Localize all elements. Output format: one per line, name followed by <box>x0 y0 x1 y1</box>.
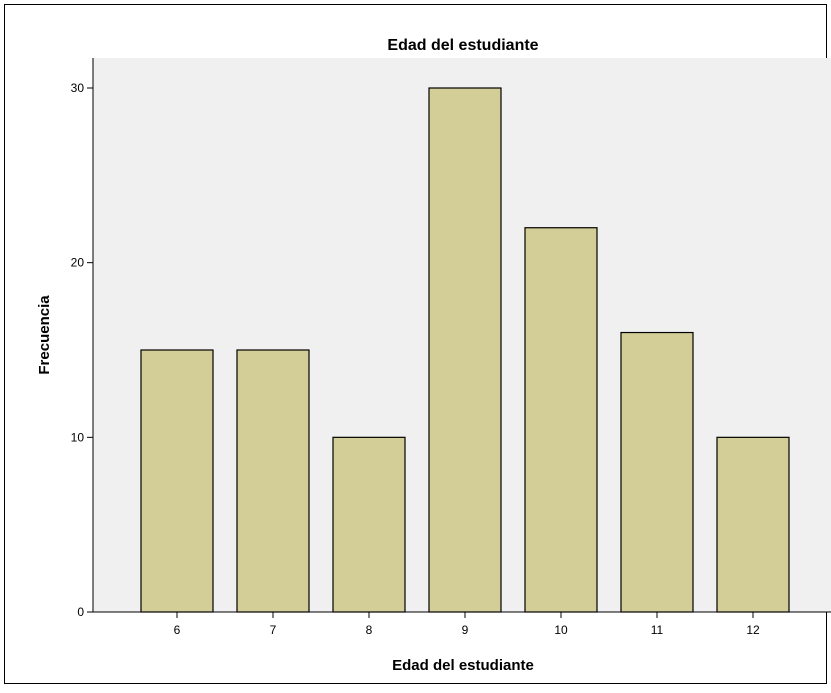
y-tick-label: 0 <box>77 605 84 619</box>
y-axis-label: Frecuencia <box>36 295 53 375</box>
y-tick-label: 10 <box>71 430 85 444</box>
x-axis-label: Edad del estudiante <box>392 657 534 674</box>
bar-8 <box>332 436 406 613</box>
chart-title: Edad del estudiante <box>387 37 538 54</box>
x-ticks-group: 6 7 8 9 10 11 12 <box>174 612 760 637</box>
x-tick-label: 9 <box>462 623 469 637</box>
y-tick-label: 20 <box>71 256 85 270</box>
bars-group <box>140 87 790 613</box>
bar-7 <box>236 349 310 613</box>
bar-6 <box>140 349 214 613</box>
x-tick-label: 12 <box>746 623 760 637</box>
bar-chart: 0 10 20 30 6 7 8 9 10 11 12 Edad del estudiante E… <box>36 37 831 674</box>
x-tick-label: 8 <box>366 623 373 637</box>
y-ticks-group: 0 10 20 30 <box>71 81 93 619</box>
chart-figure: 0 10 20 30 6 7 8 9 10 11 12 Edad del estudiante E… <box>4 4 831 684</box>
bar-9 <box>428 87 502 613</box>
x-tick-label: 6 <box>174 623 181 637</box>
bar-10 <box>524 227 598 613</box>
x-tick-label: 7 <box>270 623 277 637</box>
bar-12 <box>716 436 790 613</box>
x-tick-label: 11 <box>651 623 664 637</box>
y-tick-label: 30 <box>71 81 85 95</box>
x-tick-label: 10 <box>554 623 568 637</box>
bar-11 <box>620 331 694 613</box>
